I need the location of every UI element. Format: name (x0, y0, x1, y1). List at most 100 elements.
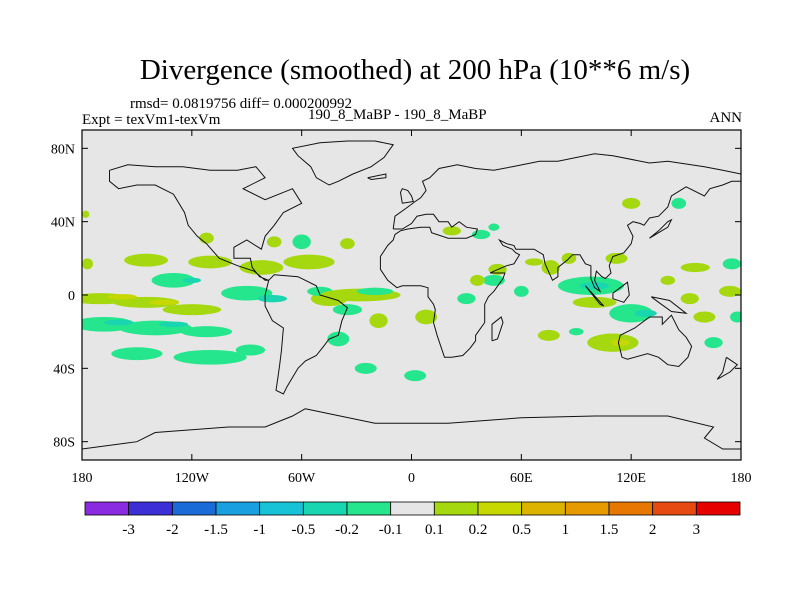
colorbar-swatch (259, 501, 304, 516)
x-tick-label: 60E (510, 471, 533, 486)
contour-region (151, 273, 196, 288)
contour-region (221, 285, 273, 301)
contour-region (537, 329, 560, 341)
coastline-layer (82, 140, 741, 460)
coastline (650, 296, 688, 315)
colorbar-swatch (84, 501, 130, 516)
contour-region (107, 294, 137, 300)
coastline (291, 140, 395, 186)
contour-region (415, 309, 438, 325)
colorbar-swatch (695, 501, 741, 516)
colorbar-label: -0.1 (379, 522, 403, 538)
axis-ticks-layer: 180 120W 60W 0 60E 120E 180 80N 40N 0 40S 80S (51, 130, 752, 486)
contour-region (609, 304, 654, 323)
contour-region (266, 236, 282, 248)
colorbar-swatch (128, 501, 173, 516)
contour-region (283, 254, 335, 270)
contour-region (671, 197, 687, 209)
colorbar-label: 1 (562, 522, 570, 538)
contour-region (693, 311, 716, 323)
contour-region (182, 277, 201, 284)
plot-background (82, 130, 741, 460)
y-tick-label: 80N (51, 142, 75, 157)
colorbar-swatch (652, 501, 697, 516)
colorbar-label: 0.1 (425, 522, 444, 538)
season-label: ANN (709, 110, 743, 126)
colorbar-label: -0.2 (335, 522, 359, 538)
colorbar-swatch (346, 501, 392, 516)
contour-region (356, 287, 394, 296)
contour-region (113, 296, 180, 308)
colorbar-swatch (608, 501, 654, 516)
coastline (264, 274, 349, 395)
x-tick-label: 180 (72, 471, 93, 486)
contour-region (257, 295, 288, 303)
case-names-label: 190_8_MaBP - 190_8_MaBP (308, 107, 487, 123)
coastline (379, 153, 741, 358)
contour-region (103, 319, 134, 326)
x-tick-label: 120W (175, 471, 210, 486)
contour-region (719, 285, 741, 297)
contour-region (680, 293, 699, 305)
experiment-label: Expt = texVm1-texVm (82, 112, 221, 128)
contour-region (611, 339, 630, 347)
colorbar-swatch (433, 501, 479, 516)
contour-region (332, 304, 363, 316)
contour-region (199, 232, 214, 244)
coastline (491, 316, 504, 342)
contour-region (457, 293, 476, 305)
contour-region (488, 223, 500, 231)
contour-region (239, 260, 284, 275)
coastline (82, 408, 741, 460)
colorbar-label: -1 (253, 522, 266, 538)
contour-region (173, 350, 247, 365)
contour-region (730, 311, 741, 323)
y-tick-label: 80S (53, 436, 75, 451)
contour-region (340, 238, 355, 250)
colorbar-swatch (390, 501, 435, 516)
y-tick-label: 40S (53, 362, 75, 377)
y-tick-label: 0 (68, 289, 75, 304)
contour-region (369, 313, 388, 328)
colorbar-swatch (302, 501, 348, 516)
contour-region (634, 309, 657, 318)
contour-region (568, 328, 584, 336)
coastline (109, 164, 303, 281)
contour-region (188, 255, 233, 269)
colorbar-label: -2 (166, 522, 179, 538)
contour-region (327, 331, 350, 347)
colorbar-label: -3 (122, 522, 135, 538)
contour-region (354, 362, 377, 374)
contour-region (622, 197, 641, 209)
contour-region (722, 258, 741, 270)
page-title: Divergence (smoothed) at 200 hPa (10**6 … (139, 54, 691, 86)
coastline (617, 314, 693, 368)
contour-region (124, 253, 169, 267)
colorbar-label: -1.5 (204, 522, 228, 538)
colorbar-label: 2 (649, 522, 657, 538)
coastline (367, 173, 387, 181)
contour-region (524, 258, 544, 266)
contour-region (180, 326, 233, 338)
contour-region (158, 321, 189, 328)
contour-region (680, 262, 710, 273)
colorbar-label: -0.5 (291, 522, 315, 538)
coastline (612, 281, 630, 303)
contour-region (292, 234, 311, 250)
colorbar-swatch (215, 501, 261, 516)
colorbar-label: 1.5 (600, 522, 619, 538)
colorbar: -3 -2 -1.5 -1 -0.5 -0.2 -0.1 0.1 0.2 0.5 1 1.5 2 3 (84, 501, 741, 538)
contour-region (514, 285, 529, 297)
contour-region (660, 275, 676, 285)
contour-region (162, 304, 222, 316)
coastline (399, 188, 414, 204)
colorbar-swatch (477, 501, 523, 516)
contour-region (572, 296, 617, 308)
coastline (585, 285, 605, 307)
colorbar-label: 3 (693, 522, 701, 538)
colorbar-swatch (171, 501, 217, 516)
contour-region (470, 274, 485, 286)
x-tick-label: 60W (288, 471, 316, 486)
contour-region (82, 210, 90, 218)
